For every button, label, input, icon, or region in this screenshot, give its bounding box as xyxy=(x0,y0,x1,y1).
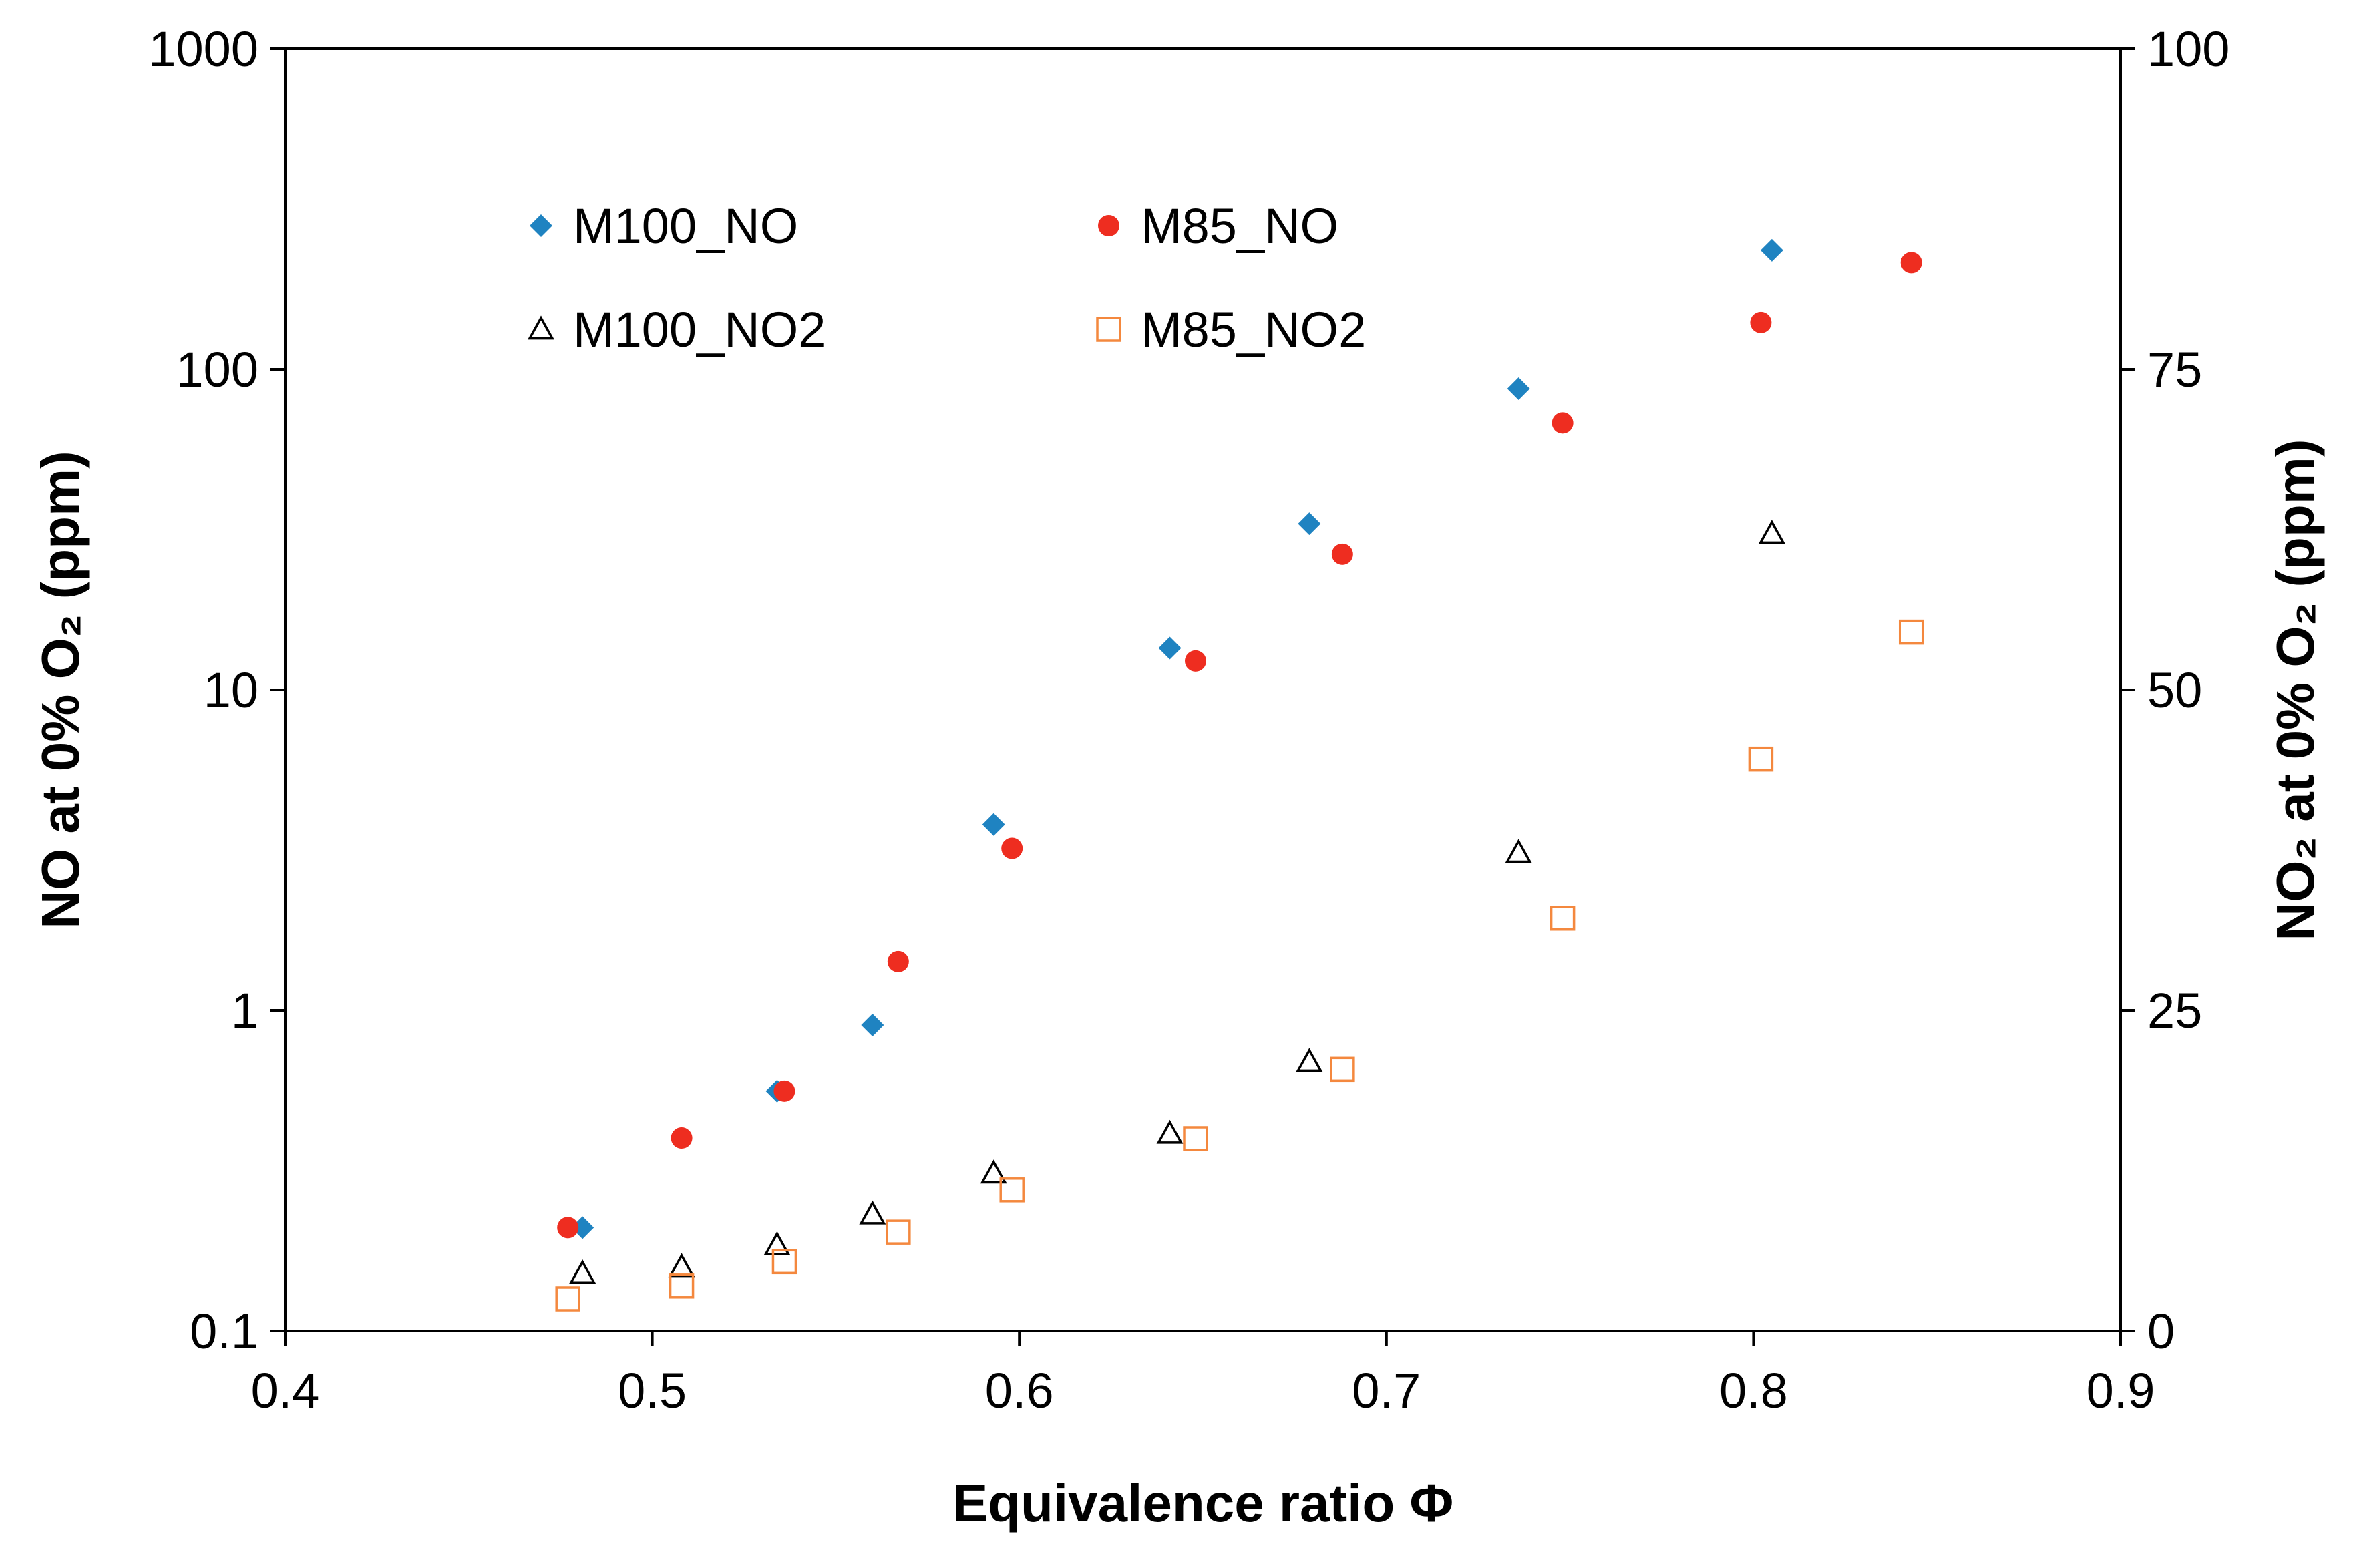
data-point-M100_NO xyxy=(1158,636,1182,660)
x-tick-label: 0.6 xyxy=(985,1363,1054,1418)
legend-marker xyxy=(1098,215,1119,236)
x-tick-label: 0.8 xyxy=(1719,1363,1788,1418)
data-point-M85_NO xyxy=(671,1127,693,1149)
data-point-M85_NO xyxy=(773,1080,795,1102)
data-point-M100_NO2 xyxy=(668,1253,695,1278)
data-point-M85_NO2 xyxy=(1330,1056,1355,1083)
legend-label: M85_NO2 xyxy=(1141,302,1366,357)
data-point-M85_NO xyxy=(1185,650,1207,672)
data-point-M85_NO xyxy=(1331,543,1353,565)
y-right-tick-label: 50 xyxy=(2147,662,2202,718)
data-point-M85_NO xyxy=(1750,311,1772,333)
data-point-M85_NO xyxy=(1900,252,1922,274)
legend-marker xyxy=(530,214,552,237)
y-right-tick-label: 100 xyxy=(2147,21,2229,77)
data-point-M85_NO xyxy=(1552,412,1574,434)
x-tick-label: 0.5 xyxy=(618,1363,687,1418)
data-point-M100_NO2 xyxy=(1296,1048,1323,1072)
y-axis-title-left: NO at 0% O₂ (ppm) xyxy=(31,451,90,929)
data-point-M100_NO2 xyxy=(980,1159,1007,1184)
data-point-M85_NO2 xyxy=(1898,619,1924,645)
data-point-M85_NO2 xyxy=(1748,746,1774,772)
data-point-M100_NO2 xyxy=(569,1259,596,1284)
data-point-M100_NO xyxy=(982,813,1005,836)
y-right-tick-label: 25 xyxy=(2147,983,2202,1038)
data-point-M85_NO xyxy=(887,950,909,972)
series-M100_NO2 xyxy=(569,520,1785,1284)
data-point-M85_NO xyxy=(1001,837,1023,859)
y-right-tick-label: 75 xyxy=(2147,342,2202,397)
legend-label: M100_NO2 xyxy=(573,302,826,357)
data-point-M85_NO2 xyxy=(555,1286,580,1312)
legend-label: M100_NO xyxy=(573,198,798,254)
data-point-M100_NO xyxy=(1507,377,1530,401)
data-point-M85_NO xyxy=(557,1217,579,1239)
marks-layer xyxy=(555,238,1924,1312)
data-point-M85_NO2 xyxy=(999,1177,1025,1203)
x-axis-title: Equivalence ratio Φ xyxy=(952,1473,1453,1533)
legend-label: M85_NO xyxy=(1141,198,1338,254)
data-point-M100_NO2 xyxy=(1156,1119,1184,1144)
y-left-tick-label: 1000 xyxy=(148,21,258,77)
data-point-M85_NO2 xyxy=(771,1249,797,1275)
data-point-M100_NO2 xyxy=(1505,839,1532,863)
y-left-tick-label: 100 xyxy=(176,342,258,397)
data-point-M85_NO2 xyxy=(669,1273,695,1299)
x-tick-label: 0.9 xyxy=(2087,1363,2155,1418)
legend-marker xyxy=(1096,317,1121,342)
data-point-M85_NO2 xyxy=(1183,1126,1208,1151)
data-point-M100_NO xyxy=(1760,238,1783,262)
y-left-tick-label: 10 xyxy=(204,662,258,718)
ticks-layer: 0.4 0.5 0.6 0.7 0.8 0.9 0.1 1 10 100 1000 0 25 50 75 10… xyxy=(148,21,2229,1418)
series-M85_NO xyxy=(557,252,1922,1239)
data-point-M85_NO2 xyxy=(1550,906,1576,931)
x-tick-label: 0.7 xyxy=(1352,1363,1421,1418)
y-left-tick-label: 1 xyxy=(231,983,258,1038)
legend-item: M100_NO2 xyxy=(528,302,826,357)
legend-item: M85_NO xyxy=(1098,198,1338,254)
data-point-M100_NO2 xyxy=(763,1231,791,1255)
data-point-M100_NO xyxy=(1298,512,1321,536)
x-tick-label: 0.4 xyxy=(251,1363,320,1418)
data-point-M100_NO2 xyxy=(859,1200,886,1225)
data-point-M85_NO2 xyxy=(886,1219,911,1245)
data-point-M100_NO xyxy=(861,1013,884,1036)
legend-marker xyxy=(528,315,554,340)
legend-item: M85_NO2 xyxy=(1096,302,1366,357)
series-M85_NO2 xyxy=(555,619,1924,1312)
plot-area xyxy=(284,47,2122,1332)
legend-item: M100_NO xyxy=(530,198,798,254)
y-right-tick-label: 0 xyxy=(2147,1304,2175,1359)
y-left-tick-label: 0.1 xyxy=(190,1304,258,1359)
y-axis-title-right: NO₂ at 0% O₂ (ppm) xyxy=(2266,439,2325,940)
legend: M100_NO M85_NO M100_NO2 M85_NO2 xyxy=(528,198,1366,357)
data-point-M100_NO2 xyxy=(1758,520,1785,544)
